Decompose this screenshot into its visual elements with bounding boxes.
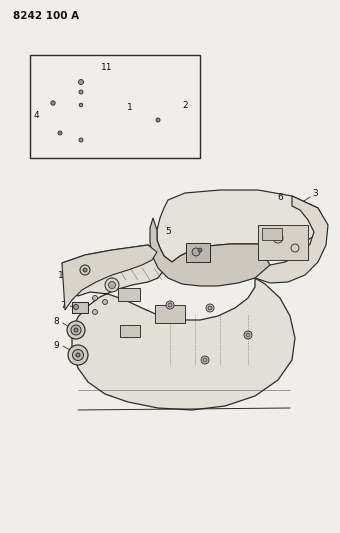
Polygon shape [88, 128, 175, 136]
Polygon shape [62, 245, 295, 410]
Polygon shape [62, 245, 157, 310]
Circle shape [79, 138, 83, 142]
Circle shape [273, 233, 283, 243]
Circle shape [67, 321, 85, 339]
Text: 7: 7 [60, 301, 66, 310]
Circle shape [83, 268, 87, 272]
Circle shape [79, 79, 84, 85]
Text: 9: 9 [53, 341, 59, 350]
Text: 1: 1 [127, 103, 133, 112]
Circle shape [58, 131, 62, 135]
Circle shape [68, 345, 88, 365]
Text: 11: 11 [101, 63, 113, 72]
Circle shape [105, 278, 119, 292]
Text: 8242 100 A: 8242 100 A [13, 11, 79, 21]
Circle shape [198, 248, 202, 252]
Bar [262, 228, 282, 240]
Polygon shape [157, 190, 325, 262]
Text: 3: 3 [312, 189, 318, 198]
Circle shape [71, 325, 81, 335]
Circle shape [102, 300, 107, 304]
Circle shape [79, 90, 83, 94]
Text: 6: 6 [277, 193, 283, 203]
Circle shape [206, 304, 214, 312]
Circle shape [92, 310, 98, 314]
Circle shape [168, 303, 172, 307]
Circle shape [201, 356, 209, 364]
Polygon shape [258, 225, 308, 260]
Bar [30, 55, 200, 158]
Circle shape [203, 358, 207, 362]
Bar [155, 305, 185, 323]
Circle shape [192, 248, 200, 256]
Text: 8: 8 [53, 318, 59, 327]
Polygon shape [150, 218, 270, 286]
Polygon shape [72, 302, 88, 313]
Polygon shape [255, 196, 328, 283]
Bar [118, 288, 140, 301]
Circle shape [80, 265, 90, 275]
Circle shape [72, 350, 84, 360]
Circle shape [166, 301, 174, 309]
Text: 2: 2 [182, 101, 188, 110]
Text: 4: 4 [33, 110, 39, 119]
Circle shape [79, 103, 83, 107]
Circle shape [246, 333, 250, 337]
Circle shape [92, 295, 98, 301]
Circle shape [244, 331, 252, 339]
Polygon shape [78, 73, 85, 150]
Text: 10: 10 [58, 271, 70, 279]
Bar [120, 325, 140, 337]
Polygon shape [44, 97, 68, 137]
Circle shape [156, 118, 160, 122]
Circle shape [74, 328, 78, 332]
Circle shape [51, 101, 55, 105]
Circle shape [73, 304, 79, 310]
Circle shape [275, 236, 280, 240]
Circle shape [108, 281, 116, 288]
Text: 5: 5 [165, 228, 171, 237]
Circle shape [208, 306, 212, 310]
Text: 4: 4 [90, 253, 96, 262]
Polygon shape [186, 243, 210, 262]
Circle shape [76, 353, 80, 357]
